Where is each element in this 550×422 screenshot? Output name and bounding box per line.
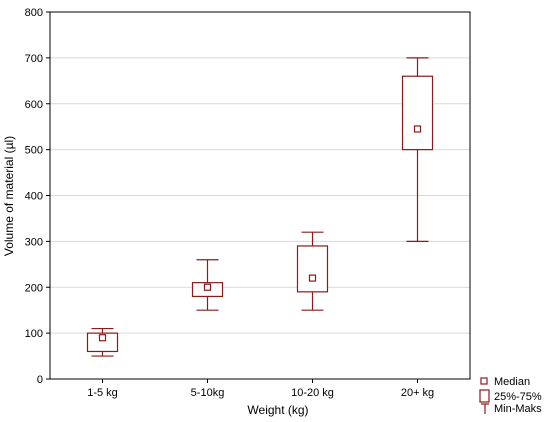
- box-4: [401, 57, 434, 242]
- y-tick-label: 100: [25, 328, 43, 340]
- legend-median-label: Median: [494, 376, 530, 388]
- y-tick-label: 400: [25, 191, 43, 203]
- box-3: [296, 231, 329, 311]
- x-tick-label: 5-10kg: [191, 387, 225, 399]
- y-tick-label: 0: [37, 374, 43, 386]
- tick-labels: 0 100 200 300 400 500 600 700 800 1-5 kg 5-10kg 10-…: [25, 7, 435, 399]
- plot-frame: [49, 11, 471, 380]
- iqr-box: [401, 75, 434, 151]
- iqr-box: [86, 332, 119, 353]
- axes: [46, 11, 471, 383]
- y-tick-label: 300: [25, 236, 43, 248]
- median-marker: [98, 334, 107, 342]
- x-tick-label: 1-5 kg: [87, 387, 118, 399]
- legend: Median 25%-75% Min-Maks: [479, 376, 542, 415]
- x-tick-label: 20+ kg: [401, 387, 434, 399]
- legend-range-label: Min-Maks: [494, 403, 542, 415]
- iqr-box: [296, 245, 329, 293]
- legend-range-marker: [481, 403, 489, 414]
- y-axis-label: Volume of material (µl): [2, 136, 16, 256]
- y-tick-label: 700: [25, 53, 43, 65]
- y-tick-label: 800: [25, 7, 43, 19]
- median-marker: [413, 125, 422, 133]
- box-2: [191, 259, 224, 311]
- x-tick-label: 10-20 kg: [291, 387, 334, 399]
- box-series: [86, 57, 434, 357]
- x-axis-label: Weight (kg): [247, 403, 308, 417]
- median-marker: [203, 283, 212, 291]
- box-1: [86, 327, 119, 357]
- legend-median-marker: [480, 377, 488, 385]
- y-tick-label: 500: [25, 145, 43, 157]
- grid-lines: [50, 57, 470, 334]
- legend-iqr-label: 25%-75%: [494, 391, 542, 403]
- y-tick-label: 200: [25, 282, 43, 294]
- y-tick-label: 600: [25, 99, 43, 111]
- median-marker: [308, 274, 317, 282]
- legend-iqr-marker: [479, 389, 490, 403]
